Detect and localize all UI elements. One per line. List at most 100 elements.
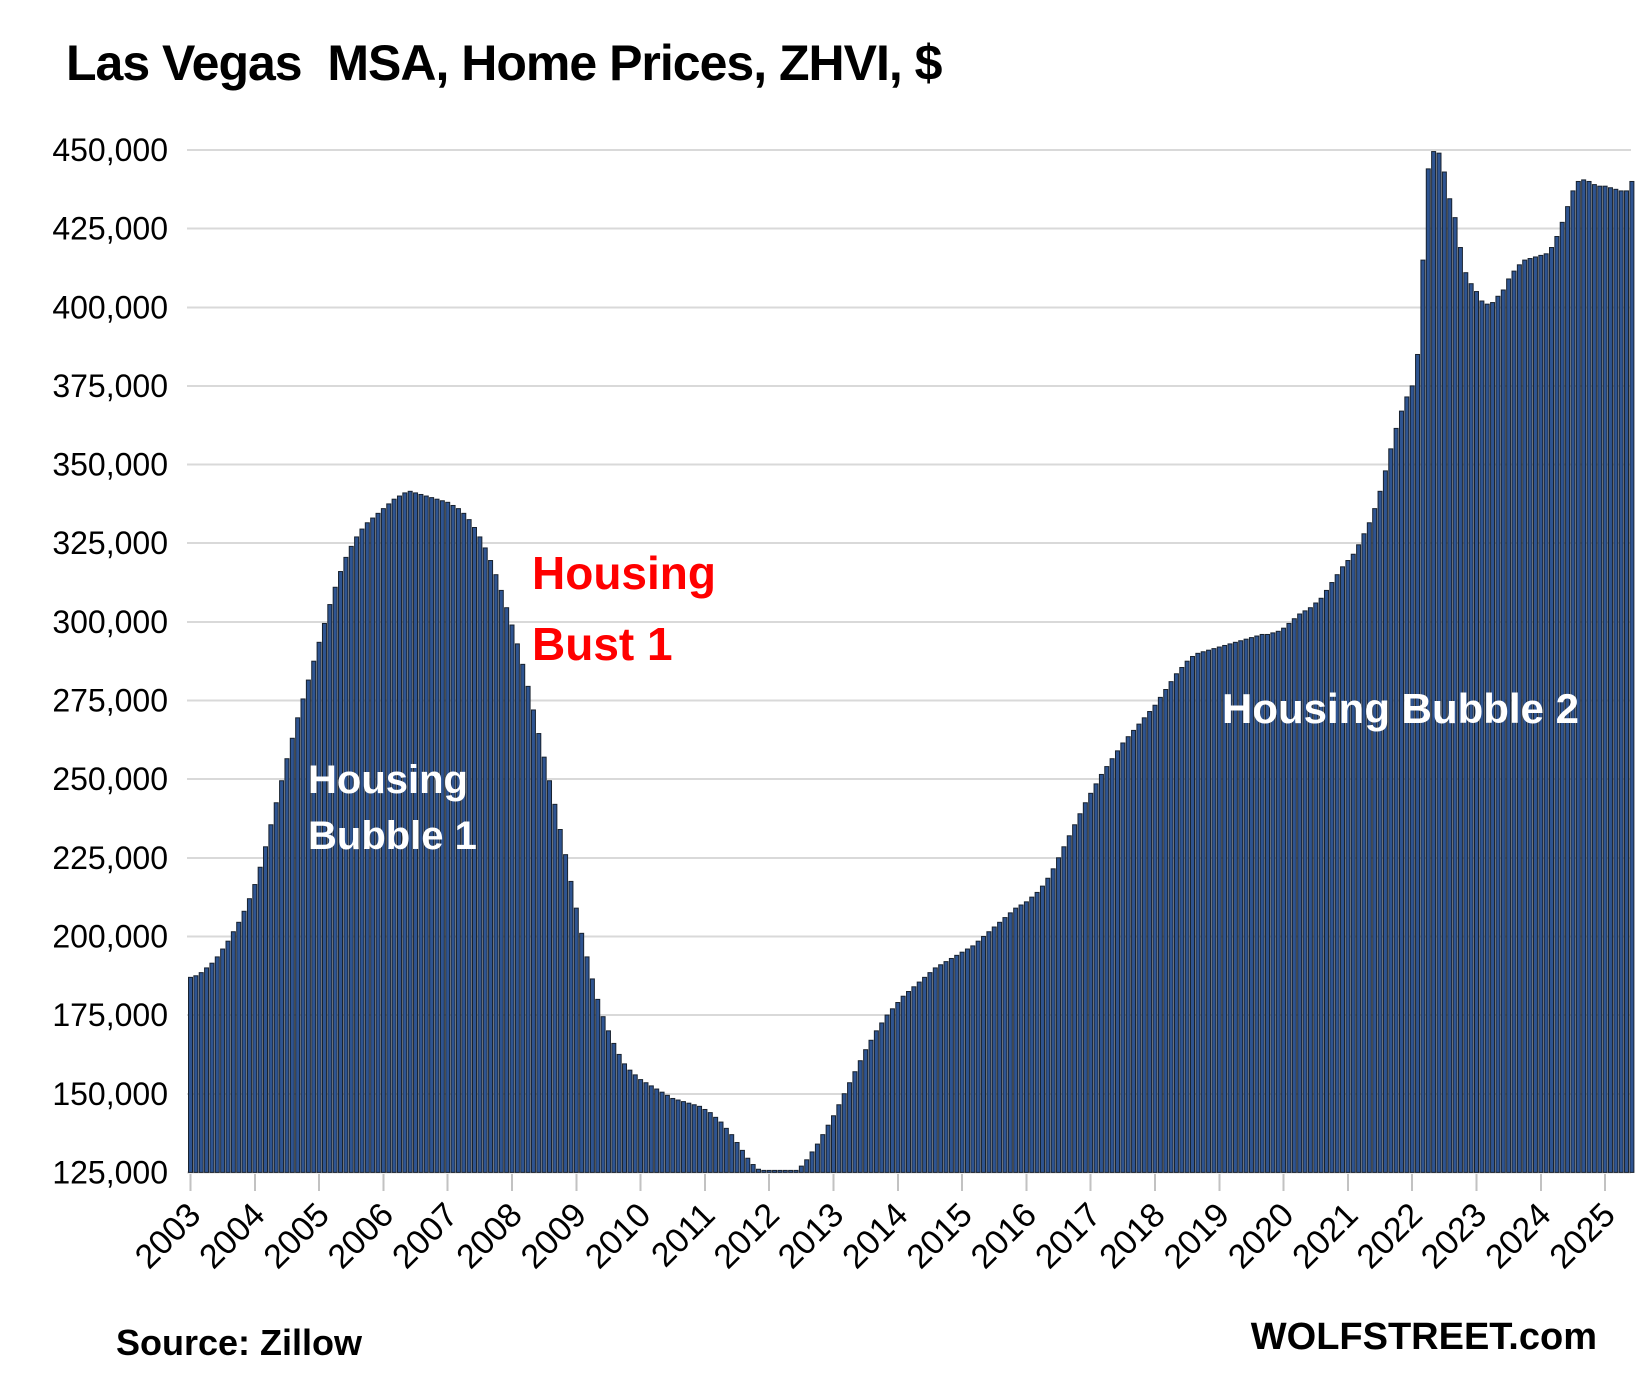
price-bar <box>327 604 333 1173</box>
price-bar <box>482 547 488 1173</box>
price-bar <box>847 1082 853 1173</box>
price-bar <box>1447 198 1453 1173</box>
price-bar <box>284 758 290 1173</box>
price-bar <box>589 978 595 1173</box>
price-bar <box>332 586 338 1173</box>
price-bar <box>648 1085 654 1173</box>
price-bar <box>236 921 242 1173</box>
price-bar <box>1624 190 1630 1173</box>
price-bar <box>1104 766 1110 1173</box>
price-bar <box>1479 300 1485 1173</box>
price-bar <box>568 880 574 1173</box>
price-bar <box>857 1060 863 1173</box>
price-bar <box>263 846 269 1173</box>
price-bars <box>188 151 1635 1173</box>
price-bar <box>675 1099 681 1173</box>
price-bar <box>1468 283 1474 1173</box>
price-bar <box>455 508 461 1173</box>
price-bar <box>439 500 445 1173</box>
price-bar <box>777 1169 783 1173</box>
price-bar <box>1061 846 1067 1173</box>
price-bar <box>1173 673 1179 1173</box>
price-bar <box>793 1169 799 1173</box>
price-bar <box>1398 410 1404 1173</box>
price-bar <box>1147 711 1153 1173</box>
price-bar <box>402 492 408 1173</box>
price-bar <box>1265 633 1271 1173</box>
price-bar <box>1307 607 1313 1173</box>
price-bar <box>300 698 306 1173</box>
chart-title: Las Vegas MSA, Home Prices, ZHVI, $ <box>66 35 942 91</box>
price-bar <box>193 975 199 1173</box>
price-bar <box>1436 152 1442 1173</box>
price-bar <box>750 1164 756 1173</box>
price-bar <box>1141 717 1147 1173</box>
y-label-350,000: 350,000 <box>52 447 168 483</box>
price-bar <box>766 1169 772 1173</box>
y-label-125,000: 125,000 <box>52 1154 168 1190</box>
price-bar <box>782 1169 788 1173</box>
y-label-150,000: 150,000 <box>52 1076 168 1112</box>
x-label-2024: 2024 <box>1478 1196 1558 1276</box>
price-bar <box>289 737 295 1173</box>
price-bar <box>1254 635 1260 1173</box>
price-bar <box>804 1159 810 1173</box>
price-bar <box>1195 652 1201 1173</box>
price-bar <box>354 536 360 1173</box>
price-bar <box>1072 824 1078 1173</box>
price-bar <box>359 528 365 1173</box>
price-bar <box>1575 180 1581 1173</box>
price-bar <box>461 512 467 1173</box>
price-bar <box>1372 508 1378 1173</box>
price-bar <box>761 1169 767 1173</box>
y-label-375,000: 375,000 <box>52 368 168 404</box>
price-bar <box>825 1124 831 1173</box>
price-bar <box>1243 638 1249 1173</box>
price-bar <box>1131 729 1137 1173</box>
price-bar <box>659 1091 665 1173</box>
price-bar <box>1388 448 1394 1173</box>
housing-bust-1-line-1: Housing <box>532 547 716 599</box>
x-label-2004: 2004 <box>192 1196 272 1276</box>
x-label-2014: 2014 <box>835 1196 915 1276</box>
price-bar <box>1098 773 1104 1173</box>
price-bar <box>547 780 553 1173</box>
price-bar <box>627 1069 633 1173</box>
price-bar <box>520 663 526 1173</box>
price-bar <box>1382 470 1388 1173</box>
price-bar <box>343 556 349 1173</box>
price-bar <box>295 717 301 1173</box>
price-bar <box>900 995 906 1173</box>
x-label-2023: 2023 <box>1414 1196 1494 1276</box>
price-bar <box>1029 896 1035 1173</box>
price-bar <box>1457 247 1463 1173</box>
price-bar <box>889 1008 895 1173</box>
price-bar <box>1618 190 1624 1173</box>
price-bar <box>664 1094 670 1173</box>
price-bar <box>1409 385 1415 1173</box>
price-bar <box>1082 802 1088 1173</box>
price-bar <box>1350 553 1356 1173</box>
price-bar <box>1549 247 1555 1173</box>
price-bar <box>1002 917 1008 1173</box>
price-bar <box>697 1105 703 1173</box>
price-bar <box>809 1151 815 1173</box>
price-bar <box>584 956 590 1173</box>
price-bar <box>772 1169 778 1173</box>
price-bar <box>927 972 933 1173</box>
price-bar <box>1506 278 1512 1173</box>
price-bar <box>643 1082 649 1173</box>
price-bar <box>1184 660 1190 1173</box>
price-bar <box>273 802 279 1173</box>
price-bar <box>1329 582 1335 1173</box>
price-bar <box>868 1039 874 1173</box>
price-bar <box>375 512 381 1173</box>
price-bar <box>723 1127 729 1173</box>
price-bar <box>423 495 429 1173</box>
price-bar <box>1114 750 1120 1173</box>
price-bar <box>954 954 960 1173</box>
price-bar <box>1056 857 1062 1173</box>
price-bar <box>1232 641 1238 1173</box>
x-label-2017: 2017 <box>1028 1196 1108 1276</box>
